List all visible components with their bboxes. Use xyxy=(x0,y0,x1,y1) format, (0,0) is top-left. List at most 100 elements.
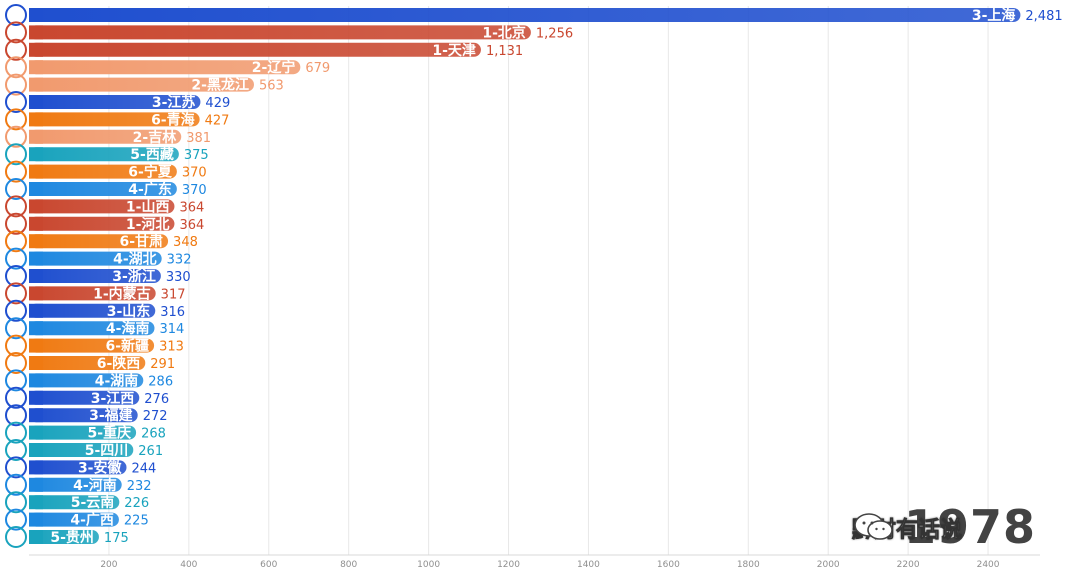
bar-left-cap xyxy=(29,338,43,353)
bar xyxy=(29,286,156,301)
bar-value-label: 268 xyxy=(141,427,166,442)
bar-value-label: 1,131 xyxy=(486,44,523,59)
bar xyxy=(29,303,156,318)
row-marker-circle xyxy=(5,91,27,113)
row-marker-circle xyxy=(5,108,27,131)
bar xyxy=(29,112,200,127)
x-ticks: 200 400 600 800 1000 1200 1400 1600 1800 2000 2200… xyxy=(100,560,999,570)
bar-left-cap xyxy=(29,356,43,370)
bar xyxy=(29,425,137,440)
bar xyxy=(29,8,1021,22)
bar-left-cap xyxy=(29,112,43,127)
row-marker-circle xyxy=(5,125,27,148)
row-marker-circle xyxy=(5,421,27,444)
bar-label: 1-北京 xyxy=(482,24,526,41)
bar-value-label: 348 xyxy=(173,235,198,250)
bar xyxy=(29,164,177,179)
bar-left-cap xyxy=(29,530,43,544)
bar-left-cap xyxy=(29,460,43,475)
x-tick-label: 2200 xyxy=(897,560,920,570)
bar xyxy=(29,356,146,370)
bar-value-label: 244 xyxy=(132,461,157,476)
bar-value-label: 291 xyxy=(150,357,175,372)
bar xyxy=(29,477,122,492)
bar-value-label: 232 xyxy=(127,479,152,494)
row-marker-circle xyxy=(5,230,27,253)
row-marker-circle xyxy=(5,282,27,305)
bar xyxy=(29,443,134,457)
row-marker-circle xyxy=(5,73,27,96)
row-marker-circle xyxy=(5,160,27,183)
bar-value-label: 370 xyxy=(182,166,207,181)
bar-value-label: 286 xyxy=(148,374,173,389)
bar xyxy=(29,530,99,544)
bar xyxy=(29,77,254,92)
bar-label: 1-内蒙古 xyxy=(93,285,151,302)
bar-value-label: 332 xyxy=(167,253,192,268)
bar-left-cap xyxy=(29,234,43,249)
bar-label: 6-新疆 xyxy=(106,338,150,355)
row-marker-circle xyxy=(5,212,27,235)
bar xyxy=(29,460,127,475)
watermark: 黔财有话说 xyxy=(852,512,962,544)
bar-left-cap xyxy=(29,216,43,231)
bar-value-label: 427 xyxy=(205,113,230,128)
row-marker-circle xyxy=(5,143,27,166)
bar xyxy=(29,512,119,527)
bar-left-cap xyxy=(29,477,43,492)
row-marker-circle xyxy=(5,526,27,548)
row-marker-circle xyxy=(5,404,27,427)
bar xyxy=(29,42,481,57)
bar-value-label: 225 xyxy=(124,514,149,529)
bar-label: 2-吉林 xyxy=(133,129,177,146)
bar-left-cap xyxy=(29,390,43,405)
bar-label: 5-重庆 xyxy=(88,425,132,442)
bar xyxy=(29,182,177,196)
wechat-icon xyxy=(854,513,893,540)
x-tick-label: 800 xyxy=(340,560,357,570)
bar-left-cap xyxy=(29,147,43,162)
bar xyxy=(29,269,161,283)
bar-left-cap xyxy=(29,8,43,22)
bar xyxy=(29,60,301,75)
bar-value-label: 429 xyxy=(205,96,230,111)
bar-value-label: 375 xyxy=(184,148,209,163)
x-tick-label: 400 xyxy=(180,560,197,570)
row-marker-circle xyxy=(5,473,27,496)
bar-left-cap xyxy=(29,321,43,336)
bar-left-cap xyxy=(29,182,43,196)
bar xyxy=(29,234,169,249)
row-marker-circle xyxy=(5,265,27,287)
bar-left-cap xyxy=(29,512,43,527)
bar-label: 1-天津 xyxy=(432,42,476,59)
row-marker-circle xyxy=(5,56,27,79)
row-marker-circle xyxy=(5,38,27,61)
bar-left-cap xyxy=(29,129,43,144)
bar-label: 6-青海 xyxy=(151,111,195,128)
bar-value-label: 175 xyxy=(104,531,129,546)
bar-label: 3-上海 xyxy=(972,7,1016,24)
row-marker-circle xyxy=(5,21,27,44)
bar-left-cap xyxy=(29,199,43,214)
bar-label: 5-云南 xyxy=(71,494,115,511)
bar xyxy=(29,321,155,336)
row-marker-circle xyxy=(5,334,27,357)
bar-label: 3-浙江 xyxy=(112,268,156,285)
bar xyxy=(29,373,144,388)
bar-label: 4-海南 xyxy=(106,320,150,337)
bar-left-cap xyxy=(29,164,43,179)
bars: 3-上海 2,481 1-北京 1,256 1-天津 1,131 2-辽宁 679 2-黑龙江 5… xyxy=(5,4,1063,548)
bar-label: 6-宁夏 xyxy=(128,164,173,181)
bar xyxy=(29,338,155,353)
x-tick-label: 1800 xyxy=(737,560,760,570)
x-tick-label: 2000 xyxy=(817,560,840,570)
bar-value-label: 272 xyxy=(143,409,168,424)
bar xyxy=(29,95,201,109)
bar-label: 6-甘肃 xyxy=(119,233,163,250)
row-marker-circle xyxy=(5,195,27,218)
bar-label: 3-安徽 xyxy=(78,459,123,476)
bar-label: 4-湖南 xyxy=(95,372,139,389)
bar-value-label: 2,481 xyxy=(1025,9,1062,24)
bar-left-cap xyxy=(29,286,43,301)
